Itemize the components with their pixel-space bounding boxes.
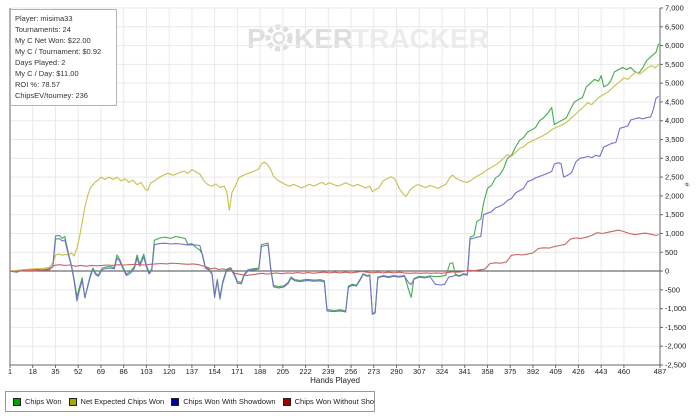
y-tick-label: 4,500: [665, 97, 684, 106]
y-tick-label: 5,000: [665, 79, 684, 88]
x-tick-label: 69: [97, 367, 105, 376]
stats-panel: Player: misima33 Tournaments: 24 My C Ne…: [10, 9, 117, 106]
legend-label: Chips Won: [25, 397, 62, 406]
y-axis-unit-label: #: [682, 182, 690, 187]
x-tick-label: 426: [572, 367, 585, 376]
series-line-chips-won-without-showdown: [9, 229, 659, 277]
x-tick-label: 86: [120, 367, 128, 376]
x-tick-label: 18: [29, 367, 37, 376]
y-tick-label: 6,000: [665, 41, 684, 50]
x-tick-label: 154: [208, 367, 221, 376]
x-tick-label: 375: [504, 367, 517, 376]
net-expected-swatch-icon: [68, 397, 77, 406]
x-tick-label: 443: [595, 367, 608, 376]
y-tick-label: 4,000: [665, 116, 684, 125]
x-tick-label: 324: [436, 367, 449, 376]
y-tick-label: 3,000: [665, 154, 684, 163]
x-tick-label: 205: [277, 367, 290, 376]
y-tick-label: -2,000: [665, 342, 686, 351]
y-tick-label: 500: [665, 248, 678, 257]
y-tick-label: 6,500: [665, 22, 684, 31]
y-tick-label: 2,000: [665, 191, 684, 200]
stat-chips-ev: ChipsEV/tourney: 236: [15, 91, 88, 100]
series-line-net-expected-chips-won: [9, 63, 660, 272]
y-tick-label: -1,000: [665, 304, 686, 313]
y-tick-label: -500: [665, 285, 680, 294]
x-tick-label: 341: [458, 367, 471, 376]
stat-tournaments: Tournaments: 24: [15, 25, 71, 34]
pokertracker-watermark: P: [247, 23, 266, 54]
stat-per-tournament: My C / Tournament: $0.92: [15, 47, 102, 56]
x-tick-label: 273: [368, 367, 381, 376]
chips-won-swatch-icon: [13, 397, 21, 406]
y-tick-label: 7,000: [665, 4, 684, 13]
stat-per-day: My C / Day: $11.00: [15, 69, 79, 78]
pokertracker-watermark: KER: [294, 23, 353, 54]
x-tick-label: 256: [345, 367, 358, 376]
x-tick-label: 171: [231, 367, 244, 376]
x-tick-label: 392: [527, 367, 540, 376]
y-tick-label: 0: [665, 267, 669, 276]
x-axis-title: Hands Played: [310, 376, 360, 385]
x-tick-label: 290: [390, 367, 403, 376]
y-tick-label: 2,500: [665, 173, 684, 182]
x-tick-label: 409: [549, 367, 562, 376]
without-showdown-swatch-icon: [282, 397, 291, 406]
series-line-chips-won-with-showdown: [9, 95, 660, 315]
y-tick-label: -2,500: [665, 361, 686, 370]
legend-item-chips-won[interactable]: Chips Won: [13, 397, 62, 406]
x-tick-label: 188: [254, 367, 267, 376]
x-tick-label: 358: [481, 367, 494, 376]
legend-item-without-showdown[interactable]: Chips Won Without Showdown: [282, 397, 375, 406]
series-line-chips-won: [9, 43, 660, 315]
x-tick-label: 239: [322, 367, 335, 376]
y-tick-label: 3,500: [665, 135, 684, 144]
x-tick-label: 307: [413, 367, 426, 376]
x-tick-label: 137: [186, 367, 199, 376]
legend-label: Chips Won Without Showdown: [294, 397, 375, 406]
y-tick-label: 1,500: [665, 210, 684, 219]
stat-net-won: My C Net Won: $22.00: [15, 36, 91, 45]
legend-label: Chips Won With Showdown: [183, 397, 276, 406]
x-tick-label: 52: [74, 367, 82, 376]
legend: Chips Won Net Expected Chips Won Chips W…: [5, 391, 375, 412]
x-tick-label: 487: [654, 367, 667, 376]
y-tick-label: 1,000: [665, 229, 684, 238]
x-tick-label: 103: [140, 367, 153, 376]
y-tick-label: 5,500: [665, 60, 684, 69]
x-tick-label: 222: [299, 367, 312, 376]
x-tick-label: 1: [8, 367, 12, 376]
legend-label: Net Expected Chips Won: [80, 397, 165, 406]
x-tick-label: 35: [51, 367, 59, 376]
legend-item-with-showdown[interactable]: Chips Won With Showdown: [171, 397, 276, 406]
pokertracker-watermark-tracker: TRACKER: [352, 23, 489, 54]
legend-item-net-expected[interactable]: Net Expected Chips Won: [68, 397, 165, 406]
stat-player: Player: misima33: [15, 14, 73, 23]
y-tick-label: -1,500: [665, 323, 686, 332]
x-tick-label: 460: [618, 367, 631, 376]
stat-roi: ROI %: 78.57: [15, 80, 61, 89]
x-tick-label: 120: [163, 367, 176, 376]
stat-days-played: Days Played: 2: [15, 58, 66, 67]
with-showdown-swatch-icon: [171, 397, 180, 406]
